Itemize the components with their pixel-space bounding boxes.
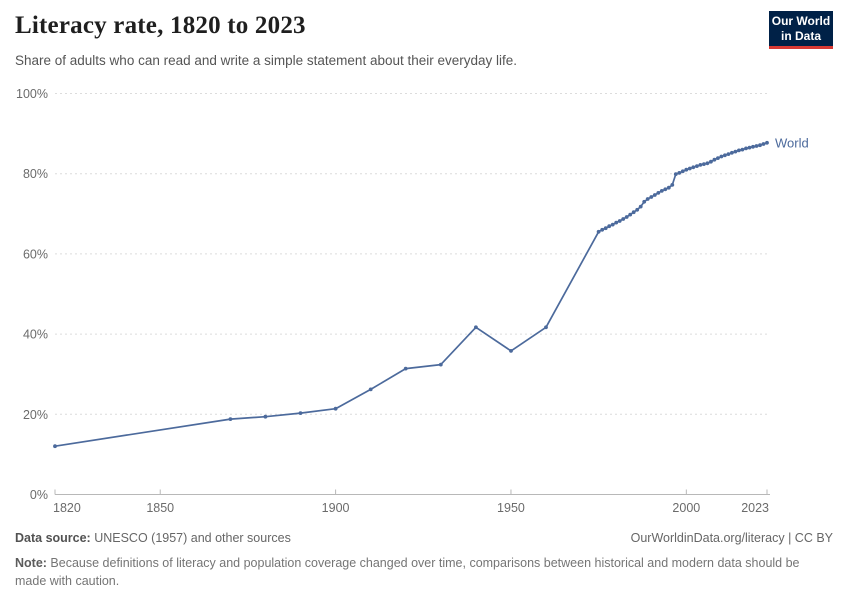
note-label: Note: <box>15 556 47 570</box>
data-point-marker[interactable] <box>698 163 703 167</box>
data-point-marker[interactable] <box>691 165 696 170</box>
data-point-marker[interactable] <box>716 156 720 161</box>
data-point-marker[interactable] <box>263 414 268 419</box>
world-literacy-line[interactable] <box>54 141 768 448</box>
data-point-marker[interactable] <box>628 212 633 217</box>
data-point-marker[interactable] <box>702 162 706 167</box>
data-point-marker[interactable] <box>761 142 766 146</box>
x-tick-label: 1950 <box>497 501 525 515</box>
data-point-marker[interactable] <box>740 147 745 152</box>
data-point-marker[interactable] <box>751 144 755 149</box>
y-tick-label: 20% <box>23 408 48 422</box>
data-point-marker[interactable] <box>642 199 647 204</box>
data-point-marker[interactable] <box>758 143 762 148</box>
data-point-marker[interactable] <box>677 171 682 175</box>
x-tick-label: 1850 <box>146 501 174 515</box>
chart-note: Note: Because definitions of literacy an… <box>15 556 800 589</box>
data-point-marker[interactable] <box>509 349 513 353</box>
data-point-marker[interactable] <box>544 325 548 330</box>
data-point-marker[interactable] <box>680 169 685 174</box>
x-tick-label: 2023 <box>741 501 769 515</box>
data-point-marker[interactable] <box>603 226 608 231</box>
x-tick-label: 2000 <box>672 501 700 515</box>
data-point-marker[interactable] <box>631 210 636 215</box>
data-point-marker[interactable] <box>765 140 769 145</box>
data-source-label: Data source: <box>15 531 91 545</box>
data-point-marker[interactable] <box>474 325 478 330</box>
x-tick-label: 1820 <box>53 501 81 515</box>
data-point-marker[interactable] <box>663 187 668 192</box>
data-point-marker[interactable] <box>730 150 734 155</box>
owid-license-link[interactable]: OurWorldinData.org/literacy | CC BY <box>630 531 833 545</box>
data-point-marker[interactable] <box>737 148 741 153</box>
data-point-marker[interactable] <box>333 406 338 411</box>
data-point-marker[interactable] <box>673 172 678 177</box>
data-point-marker[interactable] <box>726 152 731 157</box>
series-label-world[interactable]: World <box>775 135 809 150</box>
data-point-marker[interactable] <box>656 191 661 195</box>
chart-footer: Data source: UNESCO (1957) and other sou… <box>15 531 833 545</box>
data-point-marker[interactable] <box>705 161 710 166</box>
data-point-marker[interactable] <box>649 195 654 199</box>
data-point-marker[interactable] <box>744 146 748 151</box>
data-point-marker[interactable] <box>723 153 727 158</box>
data-point-marker[interactable] <box>709 159 713 164</box>
data-point-marker[interactable] <box>614 220 619 225</box>
data-point-marker[interactable] <box>368 387 373 392</box>
data-point-marker[interactable] <box>645 197 650 201</box>
data-point-marker[interactable] <box>635 207 640 212</box>
y-tick-label: 0% <box>30 488 48 502</box>
owid-logo-line2: in Data <box>780 28 821 43</box>
data-point-marker[interactable] <box>607 224 612 229</box>
data-point-marker[interactable] <box>754 144 759 148</box>
page-subtitle: Share of adults who can read and write a… <box>15 53 518 68</box>
data-point-marker[interactable] <box>712 157 717 162</box>
data-point-marker[interactable] <box>659 189 664 193</box>
data-point-marker[interactable] <box>298 411 303 415</box>
y-tick-label: 60% <box>23 247 48 261</box>
data-point-marker[interactable] <box>617 219 622 223</box>
data-point-marker[interactable] <box>747 145 752 150</box>
y-tick-label: 40% <box>23 328 48 342</box>
data-point-marker[interactable] <box>733 149 738 154</box>
data-point-marker[interactable] <box>638 204 643 209</box>
data-point-marker[interactable] <box>621 217 626 221</box>
data-point-marker[interactable] <box>687 166 692 171</box>
owid-logo[interactable]: Our World in Data <box>769 11 833 49</box>
data-point-marker[interactable] <box>228 417 233 421</box>
data-point-marker[interactable] <box>600 227 605 232</box>
data-point-marker[interactable] <box>684 167 689 172</box>
data-point-marker[interactable] <box>695 164 699 169</box>
owid-logo-line1: Our World <box>771 13 831 28</box>
data-source-text: Data source: UNESCO (1957) and other sou… <box>15 531 291 545</box>
data-point-marker[interactable] <box>610 222 615 227</box>
y-tick-label: 100% <box>16 87 48 101</box>
data-point-marker[interactable] <box>624 215 629 219</box>
page-title: Literacy rate, 1820 to 2023 <box>15 12 306 39</box>
data-point-marker[interactable] <box>403 366 408 371</box>
y-tick-label: 80% <box>23 167 48 181</box>
data-point-marker[interactable] <box>652 193 657 197</box>
data-point-marker[interactable] <box>719 154 724 159</box>
data-point-marker[interactable] <box>596 229 601 234</box>
x-tick-label: 1900 <box>322 501 350 515</box>
data-point-marker[interactable] <box>53 444 57 449</box>
data-point-marker[interactable] <box>670 183 675 187</box>
data-point-marker[interactable] <box>438 362 443 367</box>
data-point-marker[interactable] <box>666 185 671 190</box>
